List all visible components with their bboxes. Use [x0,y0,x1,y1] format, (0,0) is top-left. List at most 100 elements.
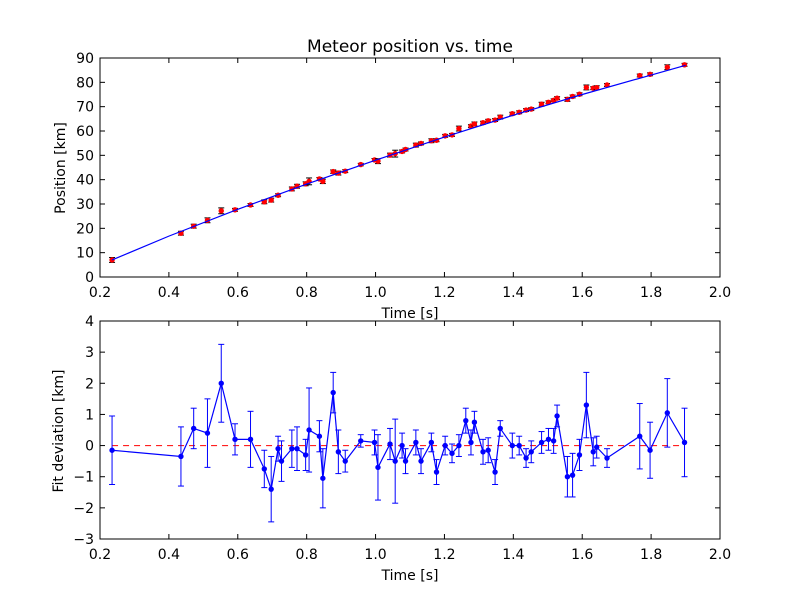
deviation-data-point [463,417,469,424]
position-x-tick-label: 0.2 [89,285,111,301]
deviation-data-point [471,419,478,425]
deviation-y-tick-label: −2 [73,501,94,517]
deviation-data-point [516,442,522,449]
deviation-data-point [335,449,342,455]
position-data-point [330,168,336,175]
deviation-data-point [330,389,336,396]
deviation-y-tick-label: 1 [85,407,94,423]
deviation-data-point [358,438,364,444]
deviation-chart-y-ticks: −3 −2 −1 0 1 2 3 4 [73,314,720,548]
deviation-chart-x-ticks: 0.2 0.4 0.6 0.8 1.0 1.2 1.4 1.6 1.8 2.0 [89,321,731,563]
deviation-chart-x-label: Time [s] [381,568,439,584]
deviation-data-point [428,439,435,446]
position-data-point [554,95,560,101]
deviation-y-tick-label: −1 [73,470,94,486]
position-y-tick-label: 70 [76,100,94,116]
deviation-data-point [569,472,576,478]
deviation-chart: 0.2 0.4 0.6 0.8 1.0 1.2 1.4 1.6 1.8 2.0 −3 −2 −1 0 1 2… [51,314,731,584]
deviation-data-point [593,444,600,450]
deviation-x-tick-label: 1.2 [433,547,455,563]
deviation-data-point [399,442,405,449]
deviation-data-point [442,442,448,449]
deviation-data-point [289,445,295,452]
deviation-data-point [433,469,440,475]
deviation-data-point [375,464,381,471]
position-data-point [637,72,643,79]
deviation-data-point [528,449,534,455]
deviation-y-tick-label: 4 [85,314,94,330]
position-y-tick-label: 30 [76,197,94,213]
position-data-point [456,125,462,132]
position-y-tick-label: 0 [85,270,94,286]
deviation-x-tick-label: 0.6 [227,547,249,563]
deviation-data-point [402,458,409,464]
deviation-x-tick-label: 2.0 [709,547,731,563]
position-chart-marks [109,62,688,263]
position-fit-line [111,64,686,261]
deviation-data-point [550,438,557,444]
deviation-x-tick-label: 0.2 [89,547,111,563]
position-y-tick-label: 90 [76,51,94,67]
position-chart-frame [99,57,721,278]
position-data-point [664,64,670,70]
deviation-data-point [218,380,224,386]
deviation-data-point [178,453,184,460]
deviation-data-point [294,445,300,452]
deviation-data-point [302,452,309,458]
position-y-tick-label: 80 [76,75,94,91]
deviation-y-tick-label: 0 [85,439,94,455]
deviation-data-point [456,442,462,449]
position-x-tick-label: 1.2 [433,285,455,301]
deviation-x-tick-label: 0.4 [158,547,180,563]
deviation-data-point [268,486,274,492]
deviation-data-point [497,425,503,432]
deviation-data-point [418,458,424,464]
deviation-data-point [509,442,515,449]
position-chart-title: Meteor position vs. time [307,37,513,57]
position-y-tick-label: 10 [76,246,94,262]
position-x-tick-label: 1.6 [571,285,593,301]
deviation-data-point [320,475,326,481]
deviation-x-tick-label: 1.6 [571,547,593,563]
deviation-x-tick-label: 1.0 [364,547,386,563]
deviation-data-point [564,474,571,480]
deviation-data-point [523,455,529,461]
position-chart: Meteor position vs. time 0.2 0.4 0.6 0.8 1.0… [53,37,731,322]
position-y-tick-label: 40 [76,173,94,189]
deviation-data-point [485,447,491,453]
deviation-data-point [480,449,486,455]
position-data-point [320,178,326,185]
position-chart-y-label: Position [km] [53,122,69,214]
position-chart-x-ticks: 0.2 0.4 0.6 0.8 1.0 1.2 1.4 1.6 1.8 2.0 [89,58,731,301]
position-x-tick-label: 1.0 [364,285,386,301]
deviation-data-point [468,439,474,446]
deviation-data-point [664,410,670,416]
deviation-data-point [554,413,560,419]
deviation-chart-y-label: Fit deviation [km] [51,369,67,492]
deviation-data-point [583,402,590,408]
deviation-data-point [275,445,281,452]
deviation-y-tick-label: −3 [73,532,94,548]
position-x-tick-label: 2.0 [709,285,731,301]
position-y-tick-label: 60 [76,124,94,140]
deviation-data-point [449,450,455,457]
position-chart-y-ticks: 0 10 20 30 40 50 60 70 80 90 [76,51,720,286]
deviation-data-point [538,439,545,446]
deviation-data-point [278,458,285,464]
deviation-data-point [232,436,238,443]
position-x-tick-label: 0.6 [227,285,249,301]
deviation-data-point [109,447,115,453]
deviation-chart-marks [109,343,688,523]
deviation-data-point [247,436,254,443]
deviation-data-point [681,439,688,446]
position-data-point [583,84,590,91]
deviation-data-point [392,458,398,464]
position-data-point [471,121,478,127]
deviation-y-tick-label: 3 [85,345,94,361]
deviation-data-point [342,458,348,464]
position-y-tick-label: 20 [76,221,94,237]
deviation-y-tick-label: 2 [85,376,94,392]
position-x-tick-label: 1.8 [640,285,662,301]
